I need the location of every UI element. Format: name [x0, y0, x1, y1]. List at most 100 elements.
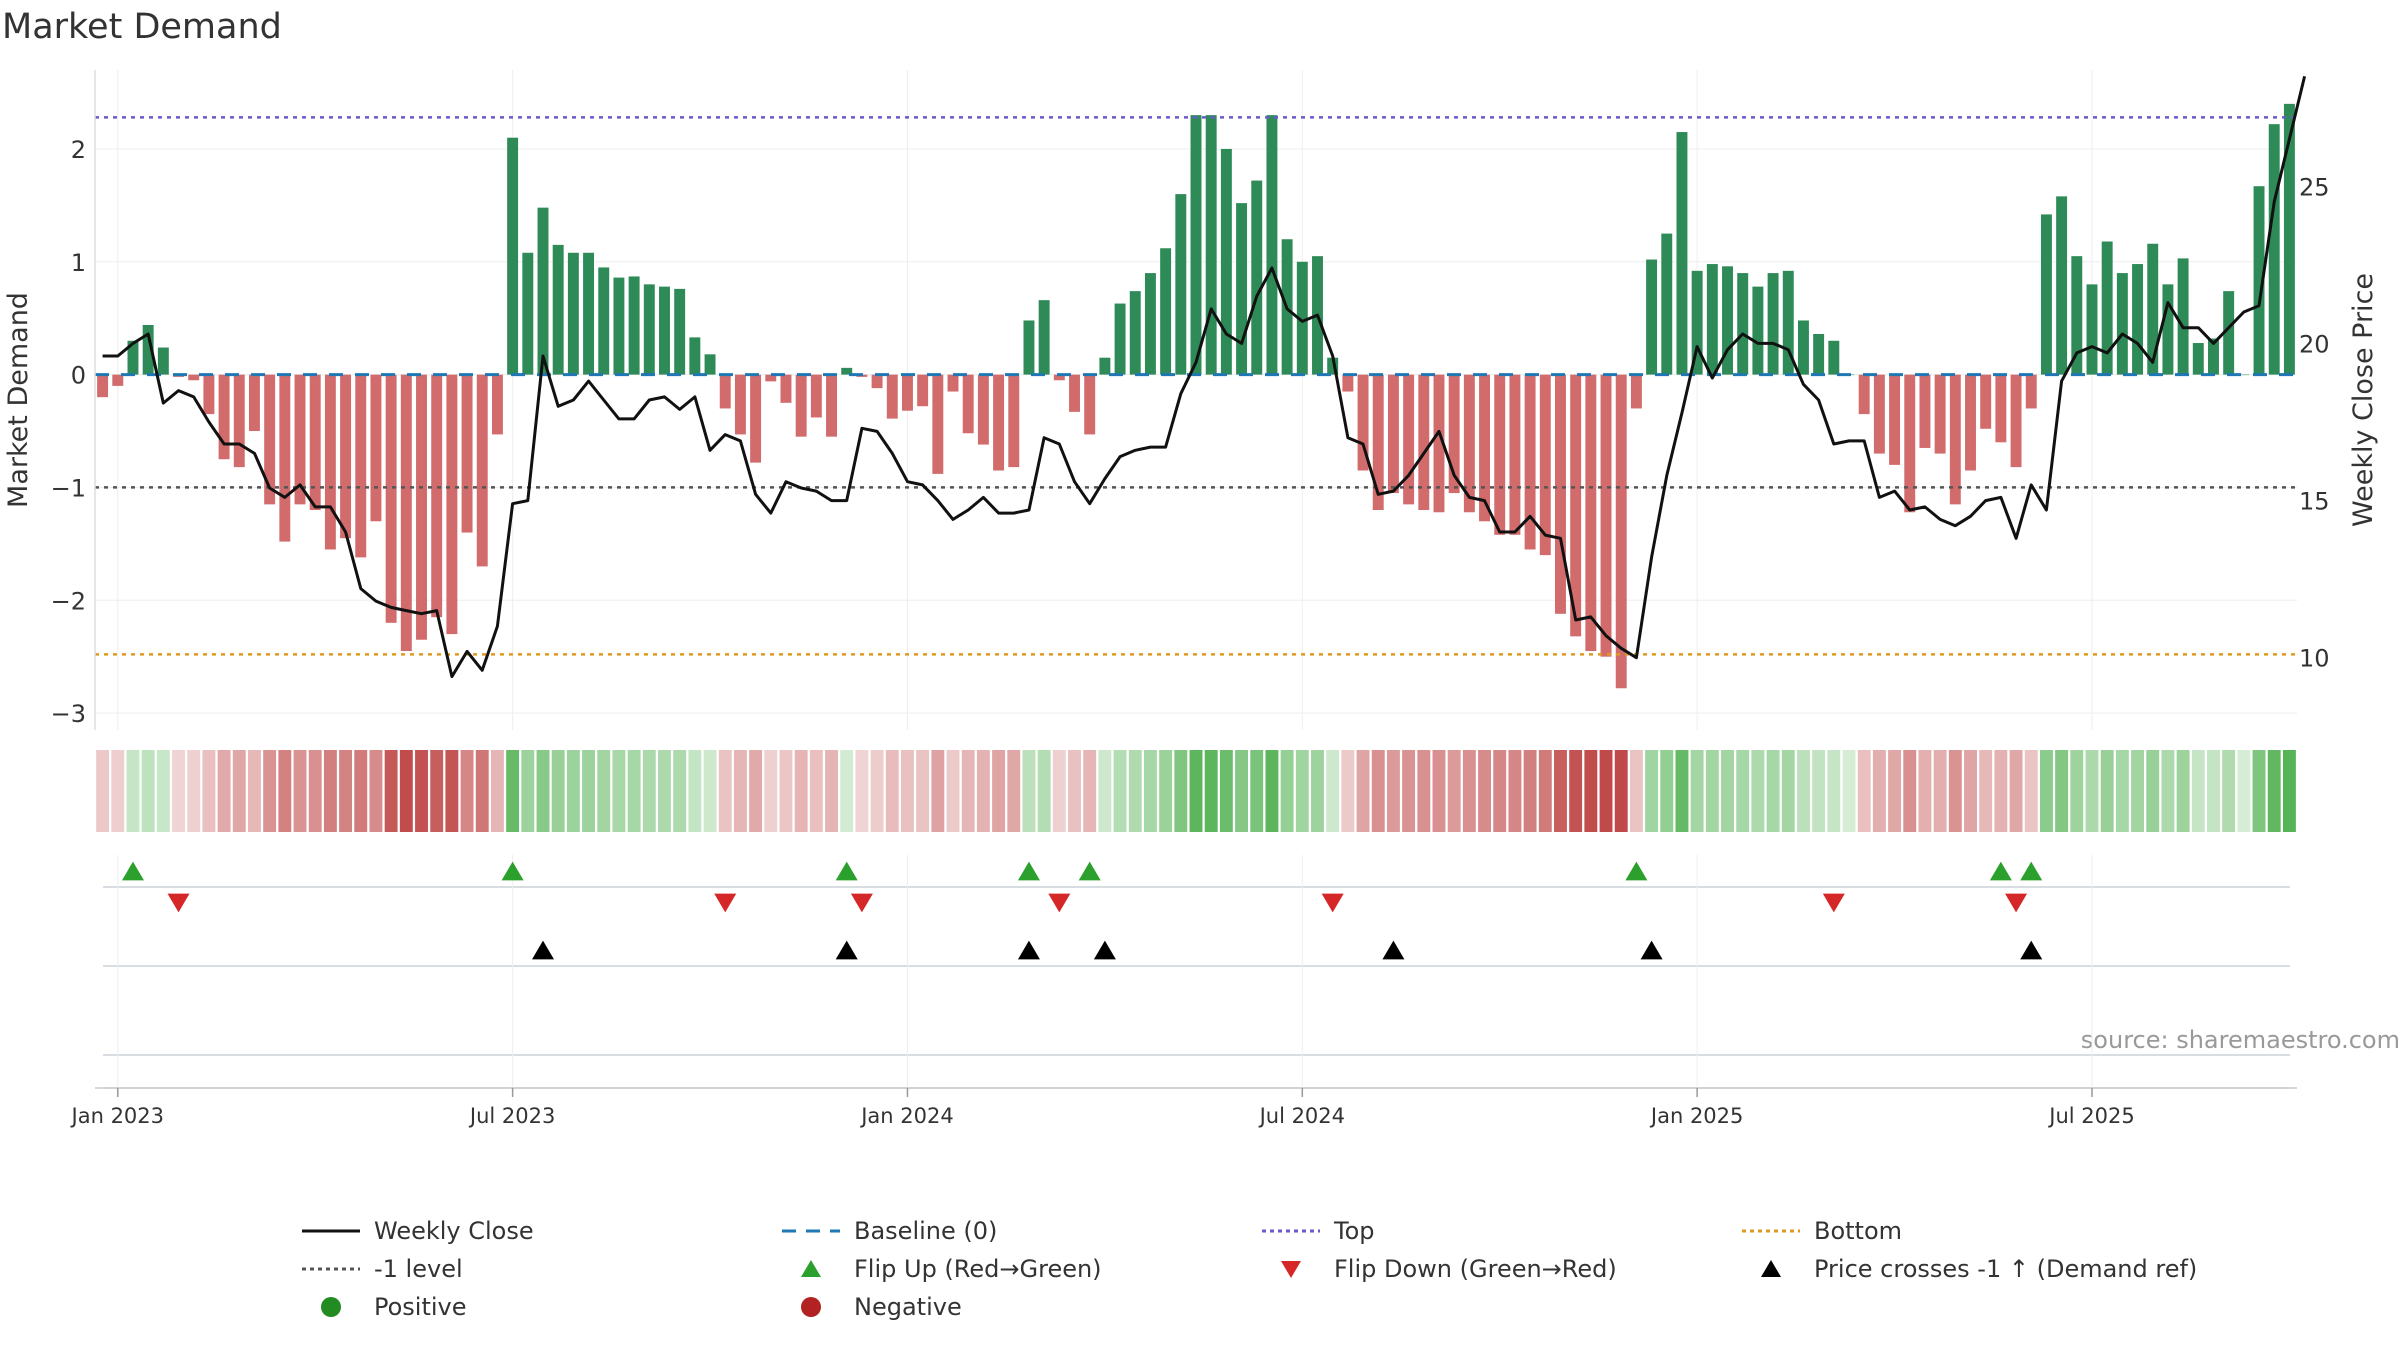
demand-bar	[1706, 264, 1718, 375]
demand-bar	[1418, 374, 1430, 510]
demand-bar	[1190, 115, 1202, 375]
heat-cell	[217, 750, 231, 832]
demand-bar	[2010, 374, 2022, 468]
legend-swatch-triangle-down	[1260, 1254, 1322, 1284]
heat-cell	[1462, 750, 1476, 832]
demand-bar	[2238, 374, 2250, 376]
heat-cell	[551, 750, 565, 832]
demand-bar	[1327, 357, 1339, 375]
demand-bar	[416, 374, 427, 640]
heat-cell	[1280, 750, 1294, 832]
demand-bar	[1873, 374, 1885, 454]
y-tick-label-left: −1	[51, 474, 86, 502]
demand-bar	[826, 374, 837, 437]
heat-cell	[1827, 750, 1841, 832]
legend-label: Top	[1334, 1217, 1375, 1245]
heat-cell	[1417, 750, 1431, 832]
heat-cell	[2100, 750, 2114, 832]
heat-cell	[2267, 750, 2281, 832]
demand-bar	[871, 374, 883, 389]
heat-cell	[339, 750, 353, 832]
y-tick-label-right: 10	[2299, 645, 2330, 673]
demand-heat-strip	[96, 750, 2296, 832]
legend-item-negative: Negative	[780, 1288, 962, 1326]
legend-item-flip_up: Flip Up (Red→Green)	[780, 1250, 1102, 1288]
heat-cell	[2252, 750, 2266, 832]
demand-bar	[1479, 374, 1491, 522]
legend-label: Price crosses -1 ↑ (Demand ref)	[1814, 1255, 2198, 1283]
x-tick-label: Jan 2025	[1649, 1104, 1744, 1128]
y-tick-label-left: 1	[71, 249, 86, 277]
heat-cell	[2282, 750, 2296, 832]
flip-up-marker	[1078, 861, 1101, 881]
heat-cell	[1113, 750, 1127, 832]
y-tick-label-left: 0	[71, 362, 86, 390]
flip-up-marker	[835, 861, 858, 881]
heat-cell	[566, 750, 580, 832]
heat-cell	[1766, 750, 1780, 832]
heat-cell	[1295, 750, 1309, 832]
heat-cell	[1098, 750, 1112, 832]
demand-bar	[1099, 357, 1111, 375]
y-tick-label-right: 25	[2299, 173, 2330, 201]
demand-bar	[1555, 374, 1566, 614]
heat-cell	[399, 750, 413, 832]
demand-bar	[1767, 273, 1779, 375]
demand-bar	[2268, 124, 2280, 375]
flip-down-marker	[1048, 893, 1071, 913]
heat-cell	[172, 750, 185, 832]
demand-bar	[1585, 374, 1597, 652]
demand-bar	[1737, 273, 1749, 375]
heat-cell	[1356, 750, 1370, 832]
demand-bar	[218, 374, 230, 460]
heat-cell	[1068, 750, 1081, 832]
y-tick-label-right: 20	[2299, 330, 2330, 358]
demand-bar	[2208, 338, 2219, 375]
heat-cell	[2115, 750, 2129, 832]
heat-cell	[1007, 750, 1021, 832]
legend-item-bottom: Bottom	[1740, 1212, 1902, 1250]
heat-cell	[794, 750, 808, 832]
demand-bar	[1797, 320, 1809, 375]
demand-bar	[1858, 374, 1870, 415]
heat-cell	[809, 750, 823, 832]
x-tick-label: Jan 2024	[859, 1104, 954, 1128]
demand-bar	[1053, 374, 1065, 381]
heat-cell	[1159, 750, 1173, 832]
demand-bar	[947, 374, 959, 392]
price-cross-marker	[1640, 940, 1663, 960]
demand-bar	[385, 374, 397, 623]
demand-bar	[112, 374, 124, 386]
price-cross-marker	[531, 940, 554, 960]
flip-down-marker	[1822, 893, 1845, 913]
demand-bar	[97, 374, 109, 398]
heat-cell	[1523, 750, 1537, 832]
y-tick-label-left: −3	[51, 700, 86, 728]
demand-bar	[765, 374, 777, 382]
demand-bar	[1919, 374, 1931, 448]
demand-bar	[1995, 374, 2007, 443]
demand-bar	[628, 276, 640, 375]
heat-cell	[673, 750, 687, 832]
demand-bar	[1372, 374, 1384, 510]
heat-cell	[2146, 750, 2160, 832]
heat-cell	[1903, 750, 1917, 832]
heat-cell	[1705, 750, 1719, 832]
heat-cell	[521, 750, 535, 832]
demand-bar	[157, 347, 169, 375]
heat-cell	[1994, 750, 2008, 832]
heat-cell	[885, 750, 899, 832]
legend-label: Negative	[854, 1293, 962, 1321]
heat-cell	[506, 750, 520, 832]
demand-bar	[461, 374, 473, 533]
legend-swatch-dot	[300, 1292, 362, 1322]
demand-bar	[507, 137, 519, 375]
y-axis-label-left: Market Demand	[3, 292, 34, 508]
heat-cell	[992, 750, 1006, 832]
legend-item-positive: Positive	[300, 1288, 467, 1326]
heat-cell	[248, 750, 261, 832]
heat-cell	[2131, 750, 2144, 832]
demand-bar	[598, 267, 610, 375]
flip-up-marker	[2020, 861, 2043, 881]
